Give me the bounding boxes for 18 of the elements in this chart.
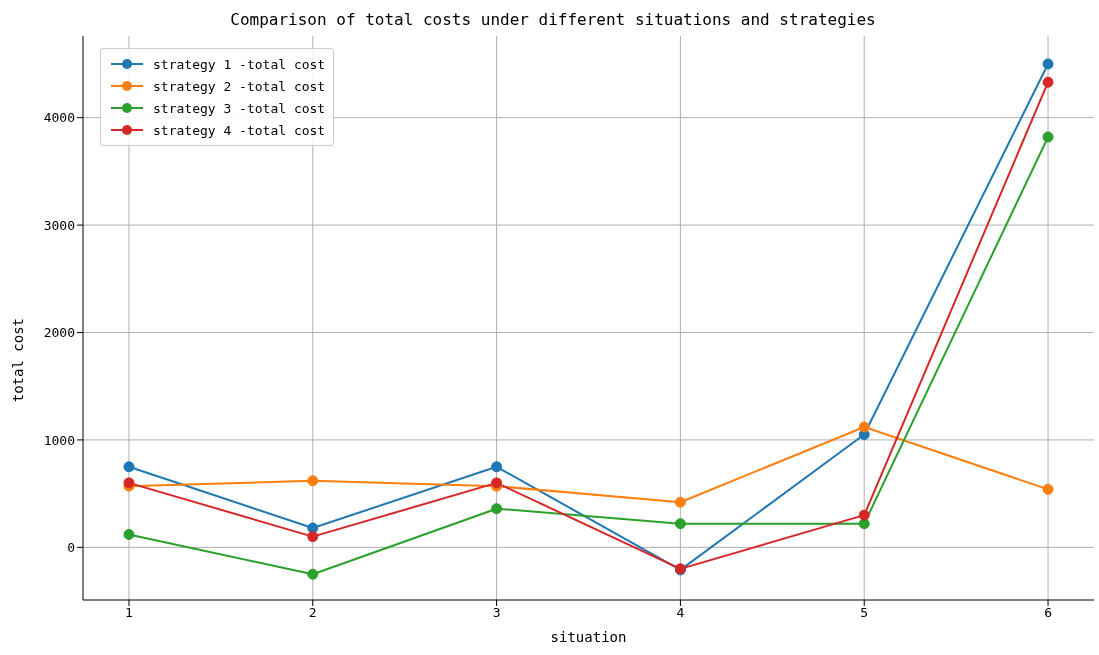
x-tick-label: 5	[860, 605, 869, 621]
x-tick-label: 2	[308, 605, 317, 621]
legend-label: strategy 2 -total cost	[153, 78, 326, 94]
x-tick-label: 1	[125, 605, 133, 621]
y-tick-label: 4000	[43, 110, 75, 126]
y-tick-label: 3000	[43, 217, 75, 233]
chart-title: Comparison of total costs under different situations and strategies	[229, 9, 877, 31]
y-axis-title: total cost	[9, 318, 26, 403]
y-tick-label: 1000	[43, 432, 75, 448]
legend-label: strategy 1 -total cost	[153, 56, 326, 72]
legend-label: strategy 3 -total cost	[153, 100, 326, 116]
y-tick-label: 0	[67, 539, 75, 555]
x-tick-label: 3	[492, 605, 501, 621]
x-tick-label: 4	[676, 605, 685, 621]
x-axis-title: situation	[550, 628, 627, 645]
x-tick-label: 6	[1044, 605, 1052, 621]
legend-label: strategy 4 -total cost	[153, 122, 326, 138]
y-tick-label: 2000	[43, 325, 75, 341]
